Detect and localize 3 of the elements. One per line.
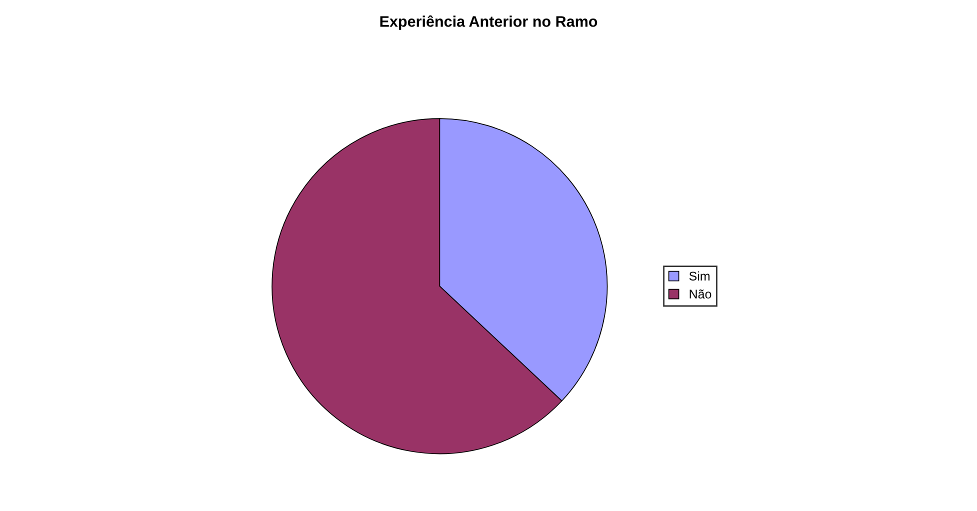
legend-label: Não — [690, 289, 712, 299]
chart-title: Experiência Anterior no Ramo — [380, 15, 598, 30]
legend-label: Sim — [689, 271, 710, 281]
